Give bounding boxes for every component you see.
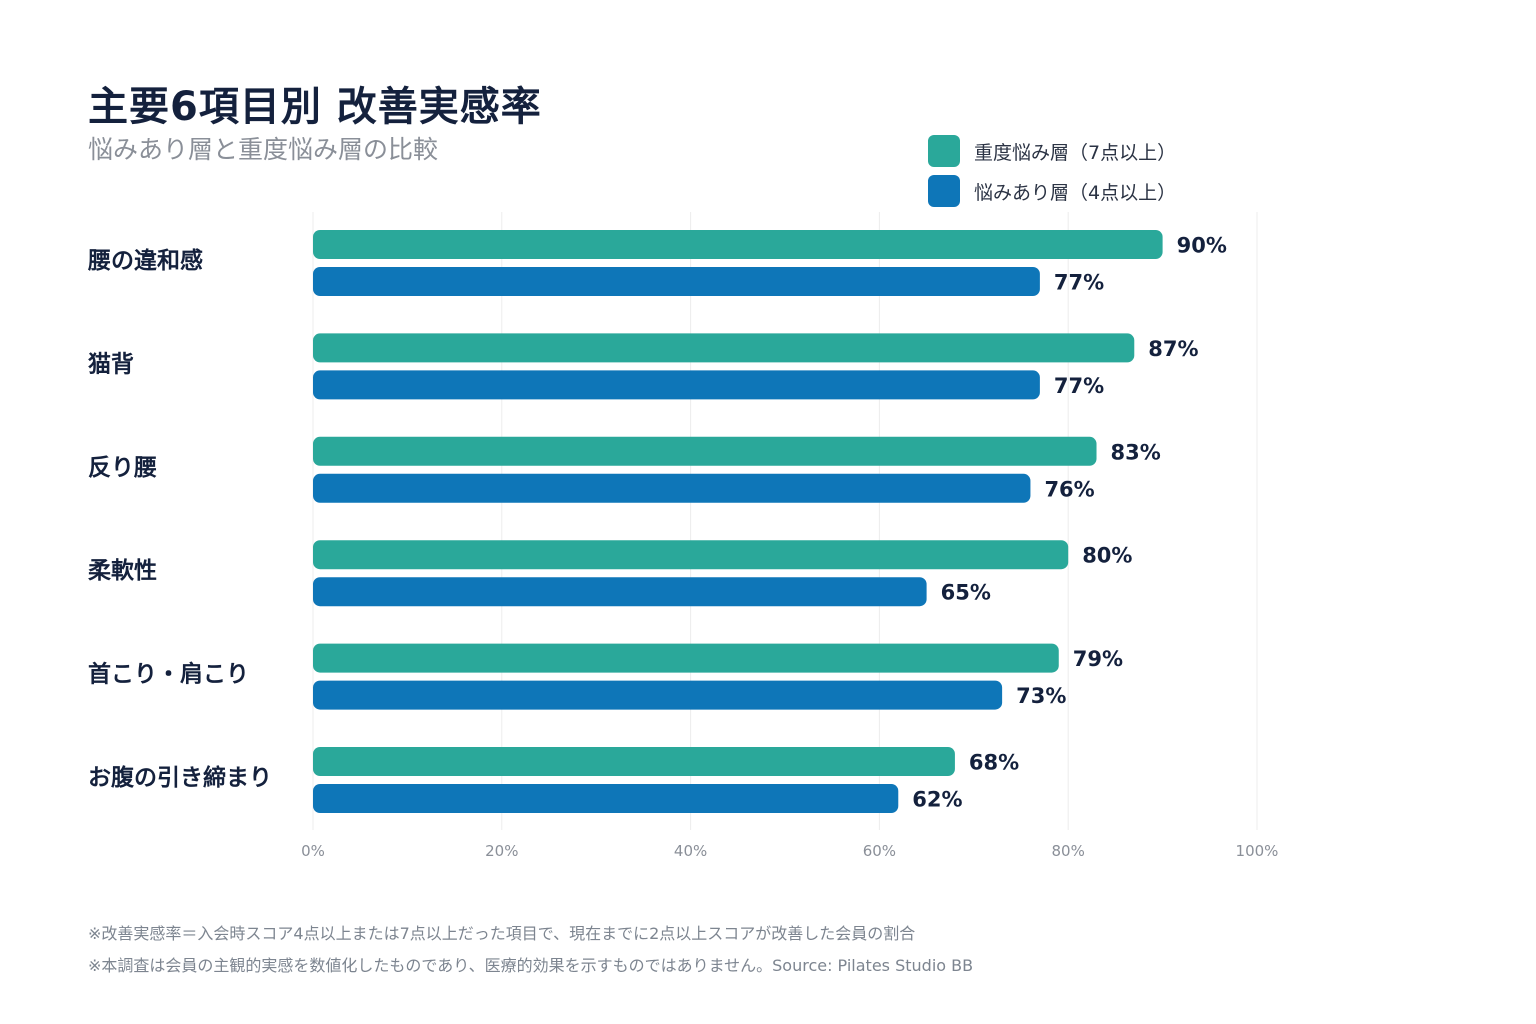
bar-severe-5 — [313, 747, 955, 776]
legend: 重度悩み層（7点以上） 悩みあり層（4点以上） — [928, 135, 1176, 215]
value-label-severe-2: 83% — [1111, 440, 1161, 464]
value-label-concern-0: 77% — [1054, 271, 1104, 295]
x-tick-label-20: 20% — [485, 842, 518, 860]
footnote-disclaimer: ※本調査は会員の主観的実感を数値化したものであり、医療的効果を示すものではありま… — [88, 956, 974, 975]
category-label-2: 反り腰 — [88, 455, 157, 481]
bar-severe-1 — [313, 333, 1135, 363]
bar-severe-3 — [313, 540, 1069, 570]
bar-concern-2 — [313, 473, 1031, 503]
value-label-concern-5: 62% — [912, 788, 962, 812]
value-label-severe-1: 87% — [1148, 337, 1198, 361]
bar-concern-0 — [313, 267, 1040, 296]
legend-label-severe: 重度悩み層（7点以上） — [974, 141, 1177, 164]
value-label-severe-0: 90% — [1177, 234, 1227, 258]
x-tick-label-80: 80% — [1052, 842, 1085, 860]
legend-item-severe: 重度悩み層（7点以上） — [928, 135, 1176, 167]
value-label-severe-5: 68% — [969, 751, 1019, 775]
value-label-severe-4: 79% — [1073, 647, 1123, 671]
value-label-concern-2: 76% — [1044, 477, 1094, 501]
bar-severe-4 — [313, 643, 1059, 673]
bar-concern-5 — [313, 784, 899, 813]
legend-swatch-concern — [928, 175, 960, 207]
category-label-0: 腰の違和感 — [87, 247, 203, 274]
chart-title: 主要6項目別 改善実感率 — [88, 84, 542, 130]
legend-item-concern: 悩みあり層（4点以上） — [928, 175, 1176, 207]
x-tick-label-0: 0% — [301, 842, 325, 860]
footnote-definition: ※改善実感率＝入会時スコア4点以上または7点以上だった項目で、現在までに2点以上… — [88, 924, 916, 943]
chart-subtitle: 悩みあり層と重度悩み層の比較 — [88, 135, 439, 164]
x-tick-label-40: 40% — [674, 842, 707, 860]
bar-severe-2 — [313, 436, 1097, 466]
x-tick-label-60: 60% — [863, 842, 896, 860]
value-label-severe-3: 80% — [1082, 544, 1132, 568]
bar-concern-4 — [313, 680, 1003, 710]
category-label-3: 柔軟性 — [88, 557, 157, 584]
bar-concern-1 — [313, 370, 1040, 400]
value-label-concern-1: 77% — [1054, 374, 1104, 398]
x-tick-label-100: 100% — [1236, 842, 1279, 860]
category-label-4: 首こり・肩こり — [88, 661, 249, 688]
category-label-1: 猫背 — [88, 351, 134, 377]
bar-severe-0 — [313, 230, 1163, 259]
category-label-5: お腹の引き締まり — [88, 764, 272, 791]
legend-label-concern: 悩みあり層（4点以上） — [974, 181, 1177, 204]
bar-concern-3 — [313, 577, 927, 607]
legend-swatch-severe — [928, 135, 960, 167]
value-label-concern-4: 73% — [1016, 684, 1066, 708]
value-label-concern-3: 65% — [941, 581, 991, 605]
